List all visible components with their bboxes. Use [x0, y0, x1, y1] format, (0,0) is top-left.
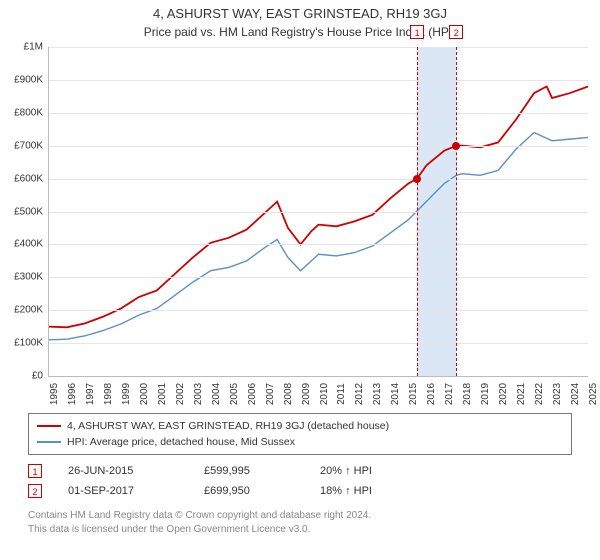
page-title: 4, ASHURST WAY, EAST GRINSTEAD, RH19 3GJ — [0, 0, 600, 21]
y-axis-label: £500K — [14, 206, 49, 217]
x-axis-label: 2004 — [211, 383, 222, 405]
x-axis-label: 2022 — [534, 383, 545, 405]
x-axis-label: 2024 — [570, 383, 581, 405]
data-marker — [452, 142, 460, 150]
chart: £0£100K£200K£300K£400K£500K£600K£700K£80… — [48, 47, 588, 377]
x-axis-label: 2018 — [462, 383, 473, 405]
legend-label: 4, ASHURST WAY, EAST GRINSTEAD, RH19 3GJ… — [67, 420, 389, 432]
legend: 4, ASHURST WAY, EAST GRINSTEAD, RH19 3GJ… — [28, 413, 572, 455]
series-hpi — [49, 133, 588, 340]
x-axis-label: 2011 — [336, 383, 347, 405]
legend-swatch — [37, 425, 61, 427]
x-axis-label: 2009 — [301, 383, 312, 405]
y-axis-label: £1M — [24, 42, 49, 53]
x-axis-label: 2016 — [426, 383, 437, 405]
sale-flag: 2 — [28, 484, 42, 498]
sale-delta: 18% ↑ HPI — [320, 485, 372, 497]
event-flag: 2 — [449, 25, 463, 39]
x-axis-label: 2014 — [390, 383, 401, 405]
sale-delta: 20% ↑ HPI — [320, 465, 372, 477]
gridline — [49, 212, 588, 213]
y-axis-label: £900K — [14, 74, 49, 85]
legend-label: HPI: Average price, detached house, Mid … — [67, 436, 295, 448]
x-axis-label: 1995 — [49, 383, 60, 405]
event-vline — [456, 47, 457, 376]
x-axis-label: 2012 — [354, 383, 365, 405]
y-axis-label: £600K — [14, 173, 49, 184]
gridline — [49, 244, 588, 245]
legend-swatch — [37, 441, 61, 443]
x-axis-label: 1999 — [121, 383, 132, 405]
footer: Contains HM Land Registry data © Crown c… — [28, 509, 572, 536]
x-axis-label: 2023 — [552, 383, 563, 405]
x-axis-label: 1998 — [103, 383, 114, 405]
series-property — [49, 86, 588, 327]
y-axis-label: £800K — [14, 107, 49, 118]
event-vline — [417, 47, 418, 376]
page-subtitle: Price paid vs. HM Land Registry's House … — [0, 21, 600, 47]
y-axis-label: £0 — [32, 371, 49, 382]
x-axis-label: 2007 — [265, 383, 276, 405]
x-axis-label: 2013 — [372, 383, 383, 405]
x-axis-label: 2002 — [175, 383, 186, 405]
x-axis-label: 1996 — [67, 383, 78, 405]
x-axis-label: 2017 — [444, 383, 455, 405]
sale-row: 2 01-SEP-2017 £699,950 18% ↑ HPI — [28, 481, 572, 501]
sale-row: 1 26-JUN-2015 £599,995 20% ↑ HPI — [28, 461, 572, 481]
x-axis-label: 2020 — [498, 383, 509, 405]
x-axis-label: 2006 — [247, 383, 258, 405]
x-axis-label: 1997 — [85, 383, 96, 405]
footer-line: This data is licensed under the Open Gov… — [28, 523, 572, 537]
y-axis-label: £700K — [14, 140, 49, 151]
x-axis-label: 2015 — [408, 383, 419, 405]
gridline — [49, 343, 588, 344]
x-axis-label: 2010 — [319, 383, 330, 405]
gridline — [49, 310, 588, 311]
x-axis-label: 2008 — [283, 383, 294, 405]
sale-date: 01-SEP-2017 — [68, 485, 178, 497]
x-axis-label: 2019 — [480, 383, 491, 405]
y-axis-label: £300K — [14, 272, 49, 283]
data-marker — [413, 175, 421, 183]
x-axis-label: 2025 — [588, 383, 599, 405]
sale-date: 26-JUN-2015 — [68, 465, 178, 477]
x-axis-label: 2005 — [229, 383, 240, 405]
x-axis-label: 2000 — [139, 383, 150, 405]
gridline — [49, 113, 588, 114]
sale-price: £599,995 — [204, 465, 294, 477]
gridline — [49, 179, 588, 180]
y-axis-label: £400K — [14, 239, 49, 250]
gridline — [49, 80, 588, 81]
y-axis-label: £100K — [14, 338, 49, 349]
gridline — [49, 146, 588, 147]
footer-line: Contains HM Land Registry data © Crown c… — [28, 509, 572, 523]
gridline — [49, 277, 588, 278]
plot-area: £0£100K£200K£300K£400K£500K£600K£700K£80… — [48, 47, 588, 377]
y-axis-label: £200K — [14, 305, 49, 316]
sales-table: 1 26-JUN-2015 £599,995 20% ↑ HPI 2 01-SEP-201… — [28, 461, 572, 501]
sale-price: £699,950 — [204, 485, 294, 497]
x-axis-label: 2003 — [193, 383, 204, 405]
event-flag: 1 — [410, 25, 424, 39]
legend-item: 4, ASHURST WAY, EAST GRINSTEAD, RH19 3GJ… — [37, 418, 563, 434]
sale-flag: 1 — [28, 464, 42, 478]
x-axis-label: 2021 — [516, 383, 527, 405]
x-axis-label: 2001 — [157, 383, 168, 405]
legend-item: HPI: Average price, detached house, Mid … — [37, 434, 563, 450]
gridline — [49, 47, 588, 48]
